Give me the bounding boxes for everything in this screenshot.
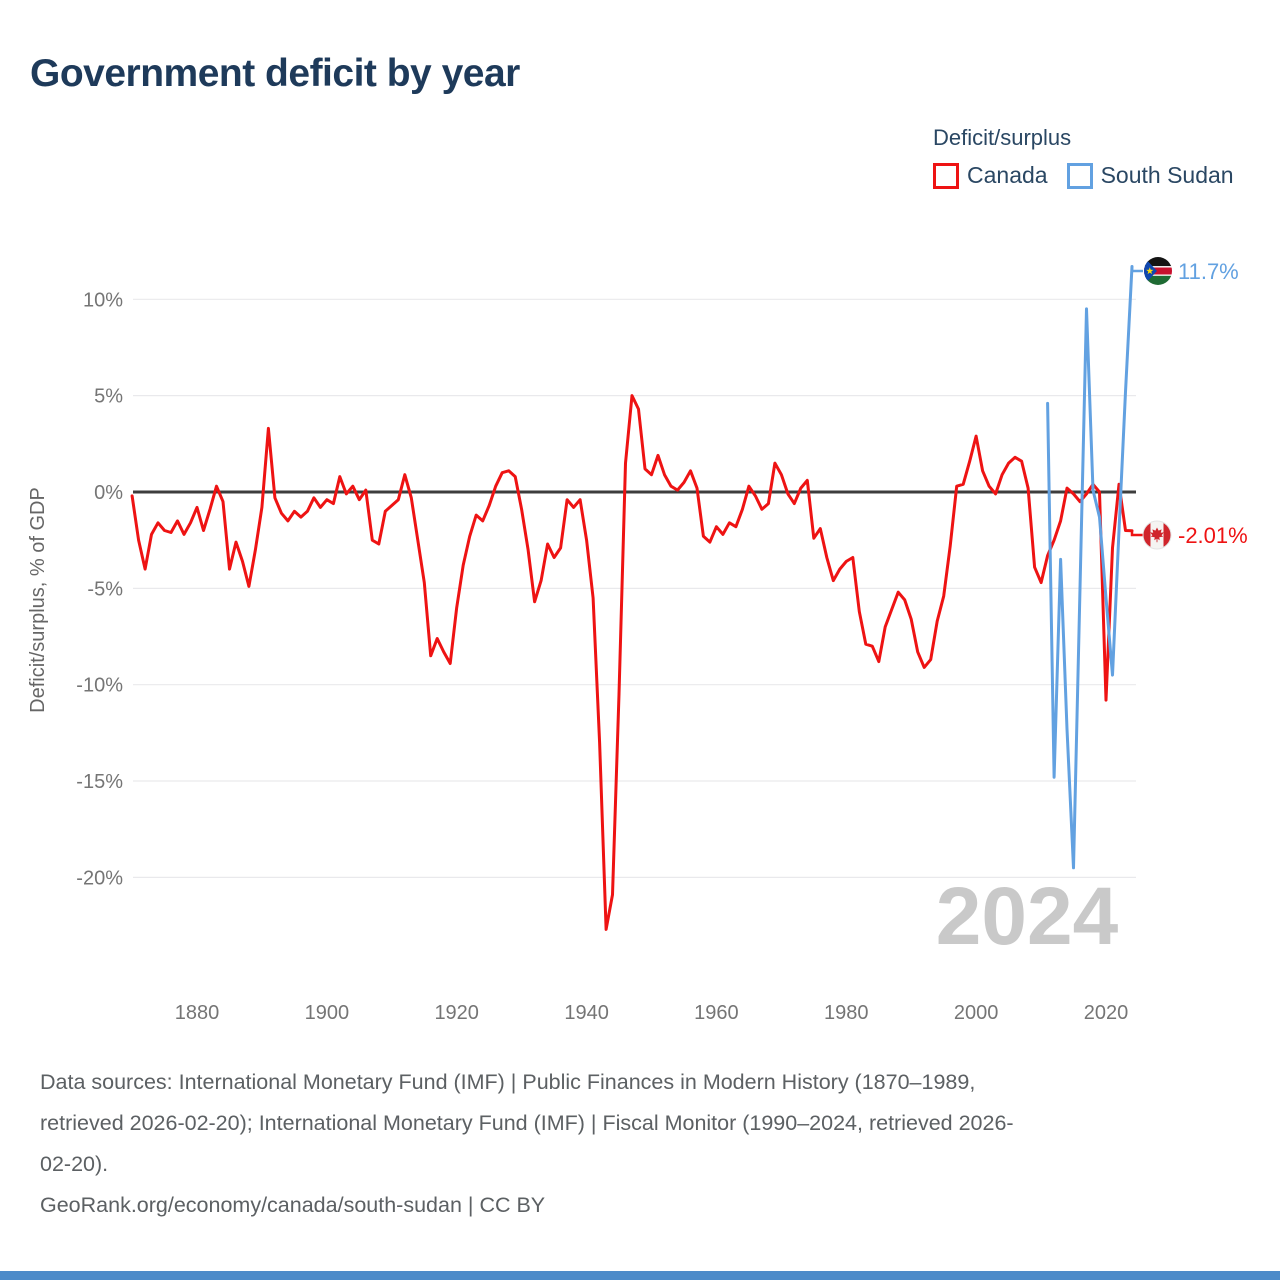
x-tick-label-1880: 1880 bbox=[175, 1002, 220, 1024]
canada-legend-label[interactable]: Canada bbox=[967, 162, 1048, 188]
south-sudan-legend-swatch[interactable] bbox=[1066, 162, 1093, 189]
y-tick-label--5%: -5% bbox=[87, 578, 123, 600]
watermark-year: 2024 bbox=[936, 871, 1119, 962]
south-sudan-series-line[interactable] bbox=[1046, 265, 1134, 870]
source-line-2: retrieved 2026-02-20); International Mon… bbox=[40, 1111, 1014, 1135]
legend-title: Deficit/surplus bbox=[933, 125, 1072, 150]
x-tick-label-1940: 1940 bbox=[564, 1002, 609, 1024]
south-sudan-leader-line bbox=[1130, 266, 1143, 273]
x-tick-label-1900: 1900 bbox=[305, 1002, 350, 1024]
south-sudan-legend-label[interactable]: South Sudan bbox=[1100, 162, 1234, 188]
deficit-line-chart: 10% 5% 0% -5% -10% -15% -20% 1880 1900 1920 1940 19… bbox=[27, 257, 1248, 1024]
source-line-3: 02-20). bbox=[40, 1152, 109, 1176]
x-tick-label-2000: 2000 bbox=[954, 1002, 999, 1024]
legend: Deficit/surplus Canada South Sudan bbox=[933, 125, 1234, 189]
south-sudan-end-value-label: 11.7% bbox=[1178, 259, 1239, 284]
canada-series-line[interactable] bbox=[130, 394, 1134, 931]
y-tick-label-5%: 5% bbox=[94, 386, 123, 408]
y-tick-label-0%: 0% bbox=[94, 482, 123, 504]
y-tick-label-10%: 10% bbox=[83, 289, 123, 311]
canada-end-value-label: -2.01% bbox=[1178, 523, 1248, 548]
page-title: Government deficit by year bbox=[30, 52, 520, 95]
y-tick-label--20%: -20% bbox=[76, 867, 123, 889]
y-axis-title: Deficit/surplus, % of GDP bbox=[27, 487, 49, 713]
credit-line: GeoRank.org/economy/canada/south-sudan |… bbox=[40, 1193, 546, 1217]
x-tick-label-2020: 2020 bbox=[1084, 1002, 1129, 1024]
x-tick-label-1920: 1920 bbox=[434, 1002, 479, 1024]
data-sources-note: Data sources: International Monetary Fun… bbox=[40, 1062, 1240, 1226]
canada-leader-line bbox=[1130, 530, 1143, 537]
canada-legend-swatch[interactable] bbox=[933, 162, 959, 189]
source-line-1: Data sources: International Monetary Fun… bbox=[40, 1070, 976, 1094]
y-tick-label--10%: -10% bbox=[76, 675, 123, 697]
accent-bar bbox=[0, 1271, 1280, 1280]
x-tick-label-1960: 1960 bbox=[694, 1002, 739, 1024]
south-sudan-flag-icon bbox=[1144, 257, 1172, 285]
y-tick-label--15%: -15% bbox=[76, 771, 123, 793]
x-tick-label-1980: 1980 bbox=[824, 1002, 869, 1024]
canada-flag-icon bbox=[1142, 520, 1172, 550]
